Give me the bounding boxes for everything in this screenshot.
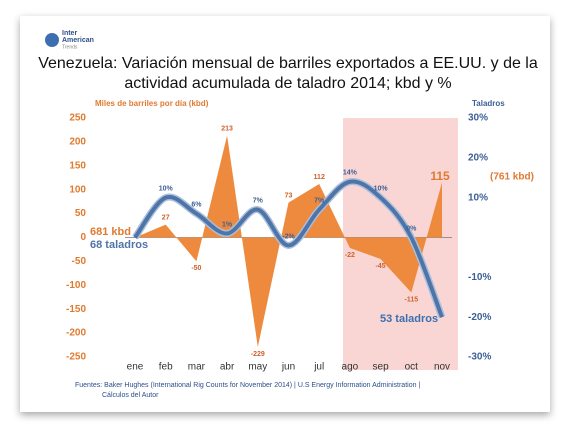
value-label: 0% — [406, 225, 417, 232]
logo-text: Trends — [62, 44, 78, 50]
x-tick-label: ago — [342, 362, 359, 373]
value-label: 1% — [222, 221, 233, 228]
x-tick-label: may — [248, 362, 267, 373]
y2-axis-title: Taladros — [472, 99, 505, 108]
value-label: -22 — [345, 252, 355, 259]
annotation: 115 — [430, 169, 450, 183]
y-tick-label: 250 — [69, 113, 86, 124]
annotation: (761 kbd) — [490, 172, 534, 183]
logo-icon — [45, 33, 59, 47]
annotation: 53 taladros — [380, 313, 438, 325]
y2-tick-label: -10% — [468, 272, 491, 283]
y-tick-label: -100 — [66, 280, 86, 291]
value-label: -115 — [404, 296, 418, 303]
y-tick-label: 0 — [80, 232, 86, 243]
y-tick-label: 150 — [69, 160, 86, 171]
annotation: 68 taladros — [90, 239, 148, 251]
y-tick-label: 50 — [75, 208, 87, 219]
x-tick-label: feb — [159, 362, 173, 373]
annotation: 681 kbd — [90, 226, 131, 238]
y-axis-title: Miles de barriles por día (kbd) — [95, 99, 209, 108]
logo-text: American — [62, 37, 94, 44]
x-tick-label: nov — [434, 362, 450, 373]
y-tick-label: -200 — [66, 328, 86, 339]
y-tick-label: -150 — [66, 304, 86, 315]
value-label: 27 — [162, 214, 170, 221]
value-label: 14% — [343, 170, 358, 177]
value-label: 112 — [314, 174, 325, 181]
value-label: -229 — [251, 351, 265, 358]
chart-title: actividad acumulada de taladro 2014; kbd… — [124, 75, 451, 92]
source-note: Fuentes: Baker Hughes (International Rig… — [75, 382, 420, 389]
logo-text: Inter — [62, 30, 77, 37]
y-tick-label: 100 — [69, 184, 86, 195]
card — [20, 16, 550, 412]
value-label: 7% — [314, 197, 325, 204]
x-tick-label: oct — [405, 362, 419, 373]
x-tick-label: jul — [313, 362, 324, 373]
x-tick-label: mar — [188, 362, 206, 373]
value-label: 213 — [221, 126, 233, 133]
x-tick-label: abr — [220, 362, 235, 373]
x-tick-label: jun — [281, 362, 295, 373]
y-tick-label: -50 — [72, 256, 87, 267]
y2-tick-label: 20% — [468, 152, 488, 163]
value-label: 10% — [159, 186, 174, 193]
value-label: 10% — [374, 186, 389, 193]
source-note: Cálculos del Autor — [102, 392, 159, 399]
x-tick-label: ene — [127, 362, 144, 373]
value-label: -50 — [191, 265, 201, 272]
line — [133, 179, 444, 318]
x-tick-label: sep — [373, 362, 390, 373]
y2-tick-label: -30% — [468, 352, 491, 363]
area — [135, 135, 442, 347]
y-tick-label: -250 — [66, 352, 86, 363]
y-tick-label: 200 — [69, 137, 86, 148]
value-label: 73 — [285, 192, 293, 199]
chart-title: Venezuela: Variación mensual de barriles… — [38, 55, 538, 72]
y2-tick-label: 10% — [468, 192, 488, 203]
value-label: 7% — [253, 197, 264, 204]
y2-tick-label: -20% — [468, 312, 491, 323]
value-label: 6% — [191, 201, 202, 208]
value-label: -2% — [282, 233, 295, 240]
y2-tick-label: 30% — [468, 113, 488, 124]
value-label: -45 — [376, 263, 386, 270]
